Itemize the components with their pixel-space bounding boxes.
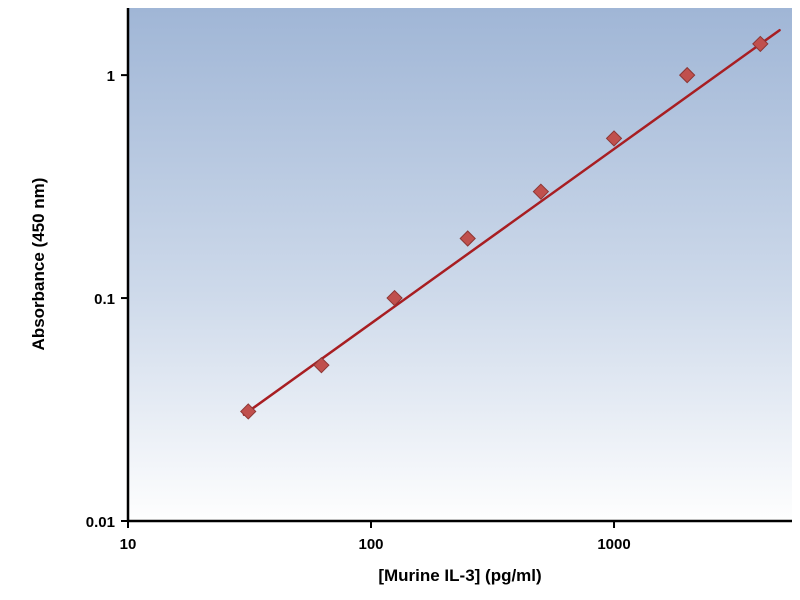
y-tick-label: 1 — [107, 68, 115, 85]
data-point-marker — [605, 130, 623, 147]
x-tick-label: 10 — [120, 536, 137, 553]
axis-ticks: 10 100 1000 0.01 0.1 1 — [86, 68, 631, 553]
data-point-marker — [678, 66, 696, 84]
data-series — [240, 28, 781, 420]
data-point-marker — [313, 356, 330, 374]
x-tick-label: 1000 — [597, 536, 630, 553]
data-point-marker — [752, 35, 769, 53]
y-axis-title: Absorbance (450 nm) — [29, 178, 48, 351]
plot-area — [128, 8, 792, 521]
y-tick-label: 0.1 — [94, 291, 115, 308]
data-point-marker — [532, 183, 550, 200]
data-point-marker — [240, 403, 257, 420]
data-point-marker — [459, 230, 476, 247]
x-axis-title: [Murine IL-3] (pg/ml) — [378, 566, 541, 585]
y-tick-label: 0.01 — [86, 514, 115, 531]
data-point-marker — [386, 289, 403, 307]
x-tick-label: 100 — [358, 536, 383, 553]
trend-line — [242, 28, 781, 416]
